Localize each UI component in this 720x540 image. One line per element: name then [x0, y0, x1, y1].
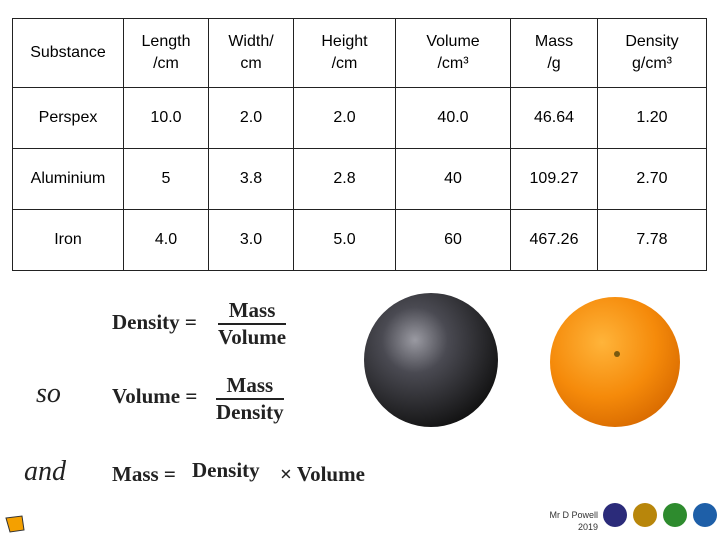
header-line: cm [240, 55, 262, 72]
header-line: Density [625, 33, 679, 50]
connector: and [24, 456, 66, 487]
iron-ball [364, 293, 498, 427]
stem-logos [603, 503, 717, 527]
cell: 1.20 [597, 87, 707, 149]
formula-lhs: Density = [112, 310, 197, 334]
header-line: g/cm³ [632, 55, 672, 72]
formula-rhs: × Volume [280, 462, 365, 486]
data-row: Iron 4.0 3.0 5.0 60 467.26 7.78 [12, 209, 707, 271]
cell: 2.8 [293, 148, 396, 210]
cell: 40.0 [395, 87, 511, 149]
header-line: Mass [534, 33, 574, 50]
corner-logo [5, 515, 25, 533]
data-row: Aluminium 5 3.8 2.8 40 109.27 2.70 [12, 148, 707, 210]
cell: 2.0 [293, 87, 396, 149]
header-line: /cm³ [437, 55, 469, 72]
density-table: Substance Length/cm Width/cm Height/cm Volum… [12, 18, 707, 271]
header-line: /g [547, 55, 561, 72]
header-cell: Density g/cm³ [597, 18, 707, 88]
cell: Perspex [12, 87, 124, 149]
header-cell: Width/cm [208, 18, 294, 88]
cell: 4.0 [123, 209, 209, 271]
formula-middle: Density [192, 458, 260, 482]
header-cell: Height/cm [293, 18, 396, 88]
denominator: Volume [218, 325, 287, 349]
header-cell: Mass/g [510, 18, 598, 88]
cell: 7.78 [597, 209, 707, 271]
year: 2019 [577, 522, 598, 532]
numerator: Mass [216, 373, 284, 400]
header-row: Substance Length/cm Width/cm Height/cm Volum… [12, 18, 707, 88]
data-row: Perspex 10.0 2.0 2.0 40.0 46.64 1.20 [12, 87, 707, 149]
images [364, 293, 680, 427]
cell: 40 [395, 148, 511, 210]
formula-lhs: Mass = [112, 462, 176, 486]
header-line: Width/ [228, 33, 274, 50]
cell: 2.0 [208, 87, 294, 149]
cell: 10.0 [123, 87, 209, 149]
header-cell: Substance [12, 18, 124, 88]
cell: 60 [395, 209, 511, 271]
cell: 109.27 [510, 148, 598, 210]
author: Mr D Powell [549, 510, 598, 520]
orange [550, 297, 680, 427]
header-line: Height [321, 33, 368, 50]
header-cell: Length/cm [123, 18, 209, 88]
header-line: /cm [153, 55, 179, 72]
cell: Iron [12, 209, 124, 271]
formula-lhs: Volume = [112, 384, 198, 408]
header-line: Volume [426, 33, 480, 50]
orange-stem [614, 351, 620, 357]
cell: Aluminium [12, 148, 124, 210]
cell: 46.64 [510, 87, 598, 149]
cell: 467.26 [510, 209, 598, 271]
cell: 3.8 [208, 148, 294, 210]
cell: 5 [123, 148, 209, 210]
denominator: Density [216, 400, 284, 424]
header-cell: Volume/cm³ [395, 18, 511, 88]
cell: 2.70 [597, 148, 707, 210]
header-line: Substance [30, 44, 106, 61]
formula-fraction: Mass Volume [218, 298, 287, 350]
cell: 3.0 [208, 209, 294, 271]
cell: 5.0 [293, 209, 396, 271]
header-line: /cm [331, 55, 358, 72]
header-line: Length [141, 33, 191, 50]
numerator: Mass [218, 298, 287, 325]
footer: Mr D Powell 2019 [520, 509, 598, 533]
formula-fraction: Mass Density [216, 373, 284, 425]
connector: so [36, 378, 61, 409]
